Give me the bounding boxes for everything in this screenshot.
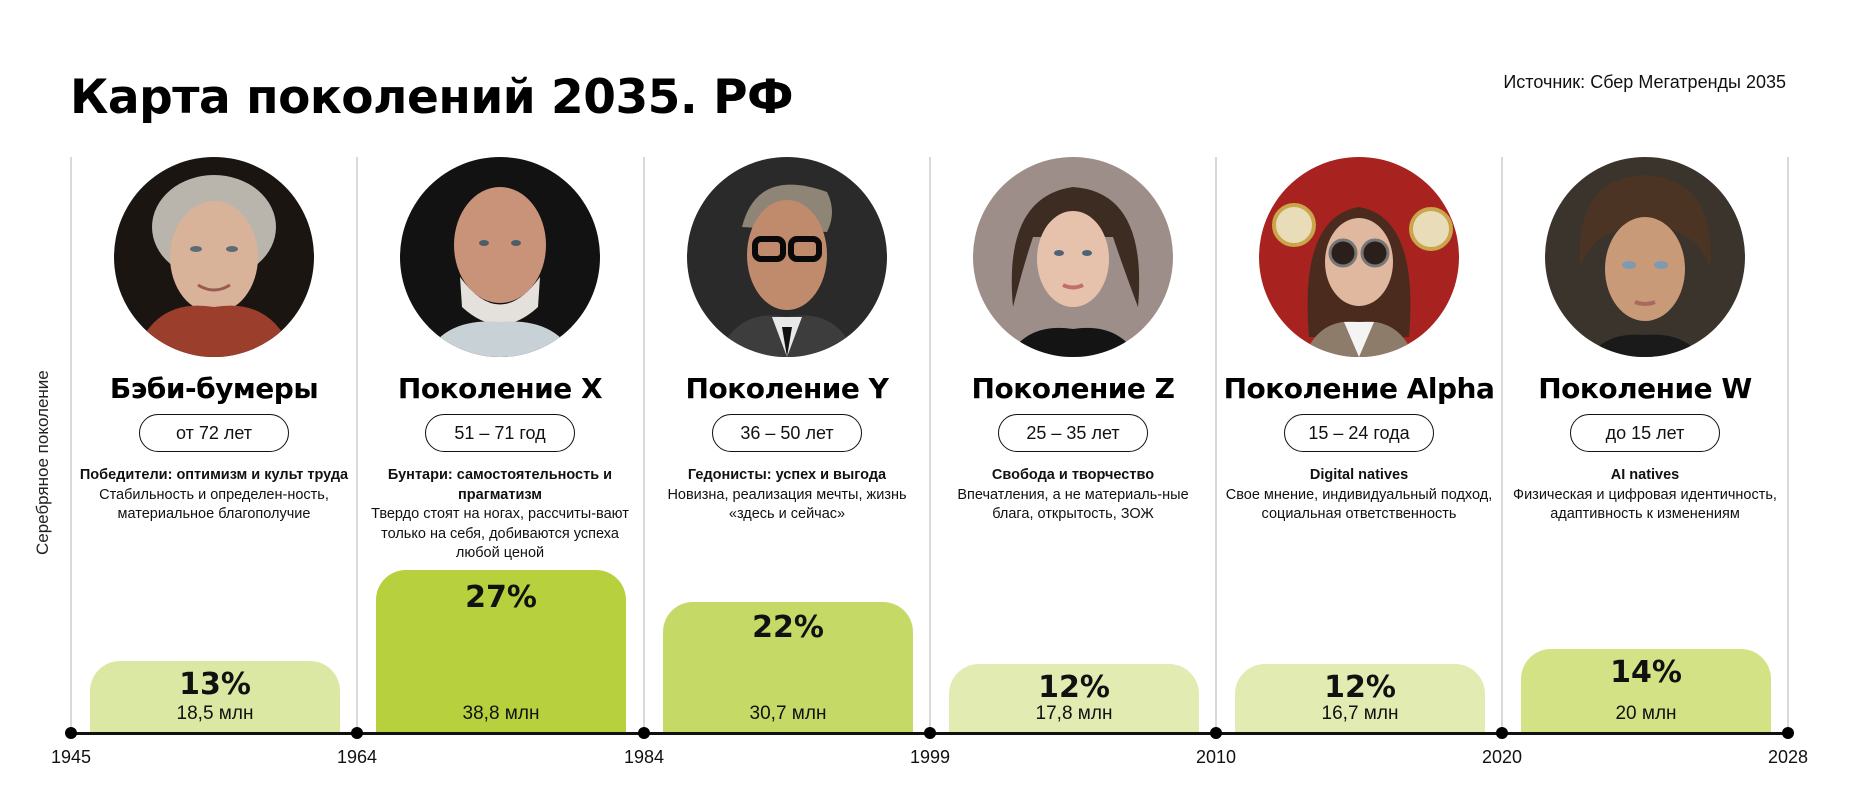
description-body: Стабильность и определен-ность, материал… <box>99 486 329 523</box>
description-headline: Бунтари: самостоятельность и прагматизм <box>387 467 613 503</box>
population-value: 38,8 млн <box>462 703 540 724</box>
timeline-year: 1984 <box>623 747 665 767</box>
share-percent: 22% <box>752 610 824 645</box>
generation-column-baby-boomers: Бэби-бумеры от 72 лет Победители: оптими… <box>71 157 357 733</box>
elderly-woman-portrait-icon <box>114 157 314 357</box>
description-body: Физическая и цифровая идентичность, адап… <box>1513 486 1777 523</box>
generation-name: Поколение Y <box>685 372 889 405</box>
share-percent: 13% <box>179 667 251 702</box>
generation-name: Поколение Z <box>971 372 1175 405</box>
column-divider <box>1787 157 1789 733</box>
description-body: Свое мнение, индивидуальный подход, соци… <box>1225 486 1493 523</box>
description-headline: AI natives <box>1610 467 1680 483</box>
generation-description: Победители: оптимизм и культ труда Стаби… <box>79 466 349 525</box>
age-range-badge: до 15 лет <box>1570 414 1720 452</box>
population-value: 17,8 млн <box>1035 703 1113 724</box>
share-bar: 22% 30,7 млн <box>663 602 913 733</box>
age-range-badge: 36 – 50 лет <box>712 414 862 452</box>
timeline-dot <box>1782 727 1794 739</box>
timeline-year: 2020 <box>1481 747 1523 767</box>
generation-description: AI natives Физическая и цифровая идентич… <box>1510 466 1780 525</box>
column-divider <box>356 157 358 733</box>
generation-column-w: Поколение W до 15 лет AI natives Физичес… <box>1502 157 1788 733</box>
generation-description: Бунтари: самостоятельность и прагматизм … <box>365 466 635 564</box>
timeline-dot <box>351 727 363 739</box>
generation-column-y: Поколение Y 36 – 50 лет Гедонисты: успех… <box>644 157 930 733</box>
generation-column-x: Поколение X 51 – 71 год Бунтари: самосто… <box>357 157 643 733</box>
share-percent: 14% <box>1610 655 1682 690</box>
timeline-dot <box>1210 727 1222 739</box>
age-range-badge: 25 – 35 лет <box>998 414 1148 452</box>
generation-description: Digital natives Свое мнение, индивидуаль… <box>1224 466 1494 525</box>
generation-name: Поколение W <box>1538 372 1752 405</box>
share-bar: 12% 17,8 млн <box>949 664 1199 733</box>
age-range-badge: 51 – 71 год <box>425 414 575 452</box>
column-divider <box>929 157 931 733</box>
description-body: Впечатления, а не материаль-ные блага, о… <box>957 486 1189 523</box>
population-value: 16,7 млн <box>1321 703 1399 724</box>
generation-name: Поколение Alpha <box>1223 372 1495 405</box>
timeline-year: 2028 <box>1767 747 1809 767</box>
man-with-glasses-portrait-icon <box>687 157 887 357</box>
description-body: Новизна, реализация мечты, жизнь «здесь … <box>667 486 907 523</box>
older-man-portrait-icon <box>400 157 600 357</box>
age-range-badge: 15 – 24 года <box>1284 414 1434 452</box>
column-divider <box>1501 157 1503 733</box>
generation-name: Бэби-бумеры <box>109 372 319 405</box>
share-bar: 27% 38,8 млн <box>376 570 626 733</box>
description-body: Твердо стоят на ногах, рассчиты-вают тол… <box>371 506 629 561</box>
timeline-dot <box>1496 727 1508 739</box>
share-percent: 12% <box>1324 670 1396 705</box>
column-divider <box>1215 157 1217 733</box>
column-divider <box>643 157 645 733</box>
population-value: 18,5 млн <box>176 703 254 724</box>
description-headline: Гедонисты: успех и выгода <box>687 467 887 483</box>
share-bar: 14% 20 млн <box>1521 649 1771 733</box>
timeline-year: 1945 <box>50 747 92 767</box>
description-headline: Победители: оптимизм и культ труда <box>79 467 349 483</box>
timeline-year: 1964 <box>336 747 378 767</box>
age-range-badge: от 72 лет <box>139 414 289 452</box>
silver-generation-label: Серебряное поколение <box>33 370 52 555</box>
population-value: 20 млн <box>1615 703 1677 724</box>
generation-column-z: Поколение Z 25 – 35 лет Свобода и творче… <box>930 157 1216 733</box>
timeline-year: 1999 <box>909 747 951 767</box>
generation-description: Гедонисты: успех и выгода Новизна, реали… <box>652 466 922 525</box>
source-note: Источник: Сбер Мегатренды 2035 <box>1503 72 1786 92</box>
description-headline: Digital natives <box>1309 467 1409 483</box>
timeline-dot <box>924 727 936 739</box>
timeline-year: 2010 <box>1195 747 1237 767</box>
boy-curly-hair-portrait-icon <box>1545 157 1745 357</box>
teen-girl-sunglasses-portrait-icon <box>1259 157 1459 357</box>
timeline-dot <box>638 727 650 739</box>
young-woman-portrait-icon <box>973 157 1173 357</box>
share-bar: 13% 18,5 млн <box>90 661 340 733</box>
generation-name: Поколение X <box>397 372 603 405</box>
generation-column-alpha: Поколение Alpha 15 – 24 года Digital nat… <box>1216 157 1502 733</box>
page-title: Карта поколений 2035. РФ <box>70 70 794 125</box>
share-percent: 12% <box>1038 670 1110 705</box>
column-divider <box>70 157 72 733</box>
timeline-dot <box>65 727 77 739</box>
population-value: 30,7 млн <box>749 703 827 724</box>
share-bar: 12% 16,7 млн <box>1235 664 1485 733</box>
description-headline: Свобода и творчество <box>991 467 1155 483</box>
share-percent: 27% <box>465 580 537 615</box>
generation-description: Свобода и творчество Впечатления, а не м… <box>938 466 1208 525</box>
